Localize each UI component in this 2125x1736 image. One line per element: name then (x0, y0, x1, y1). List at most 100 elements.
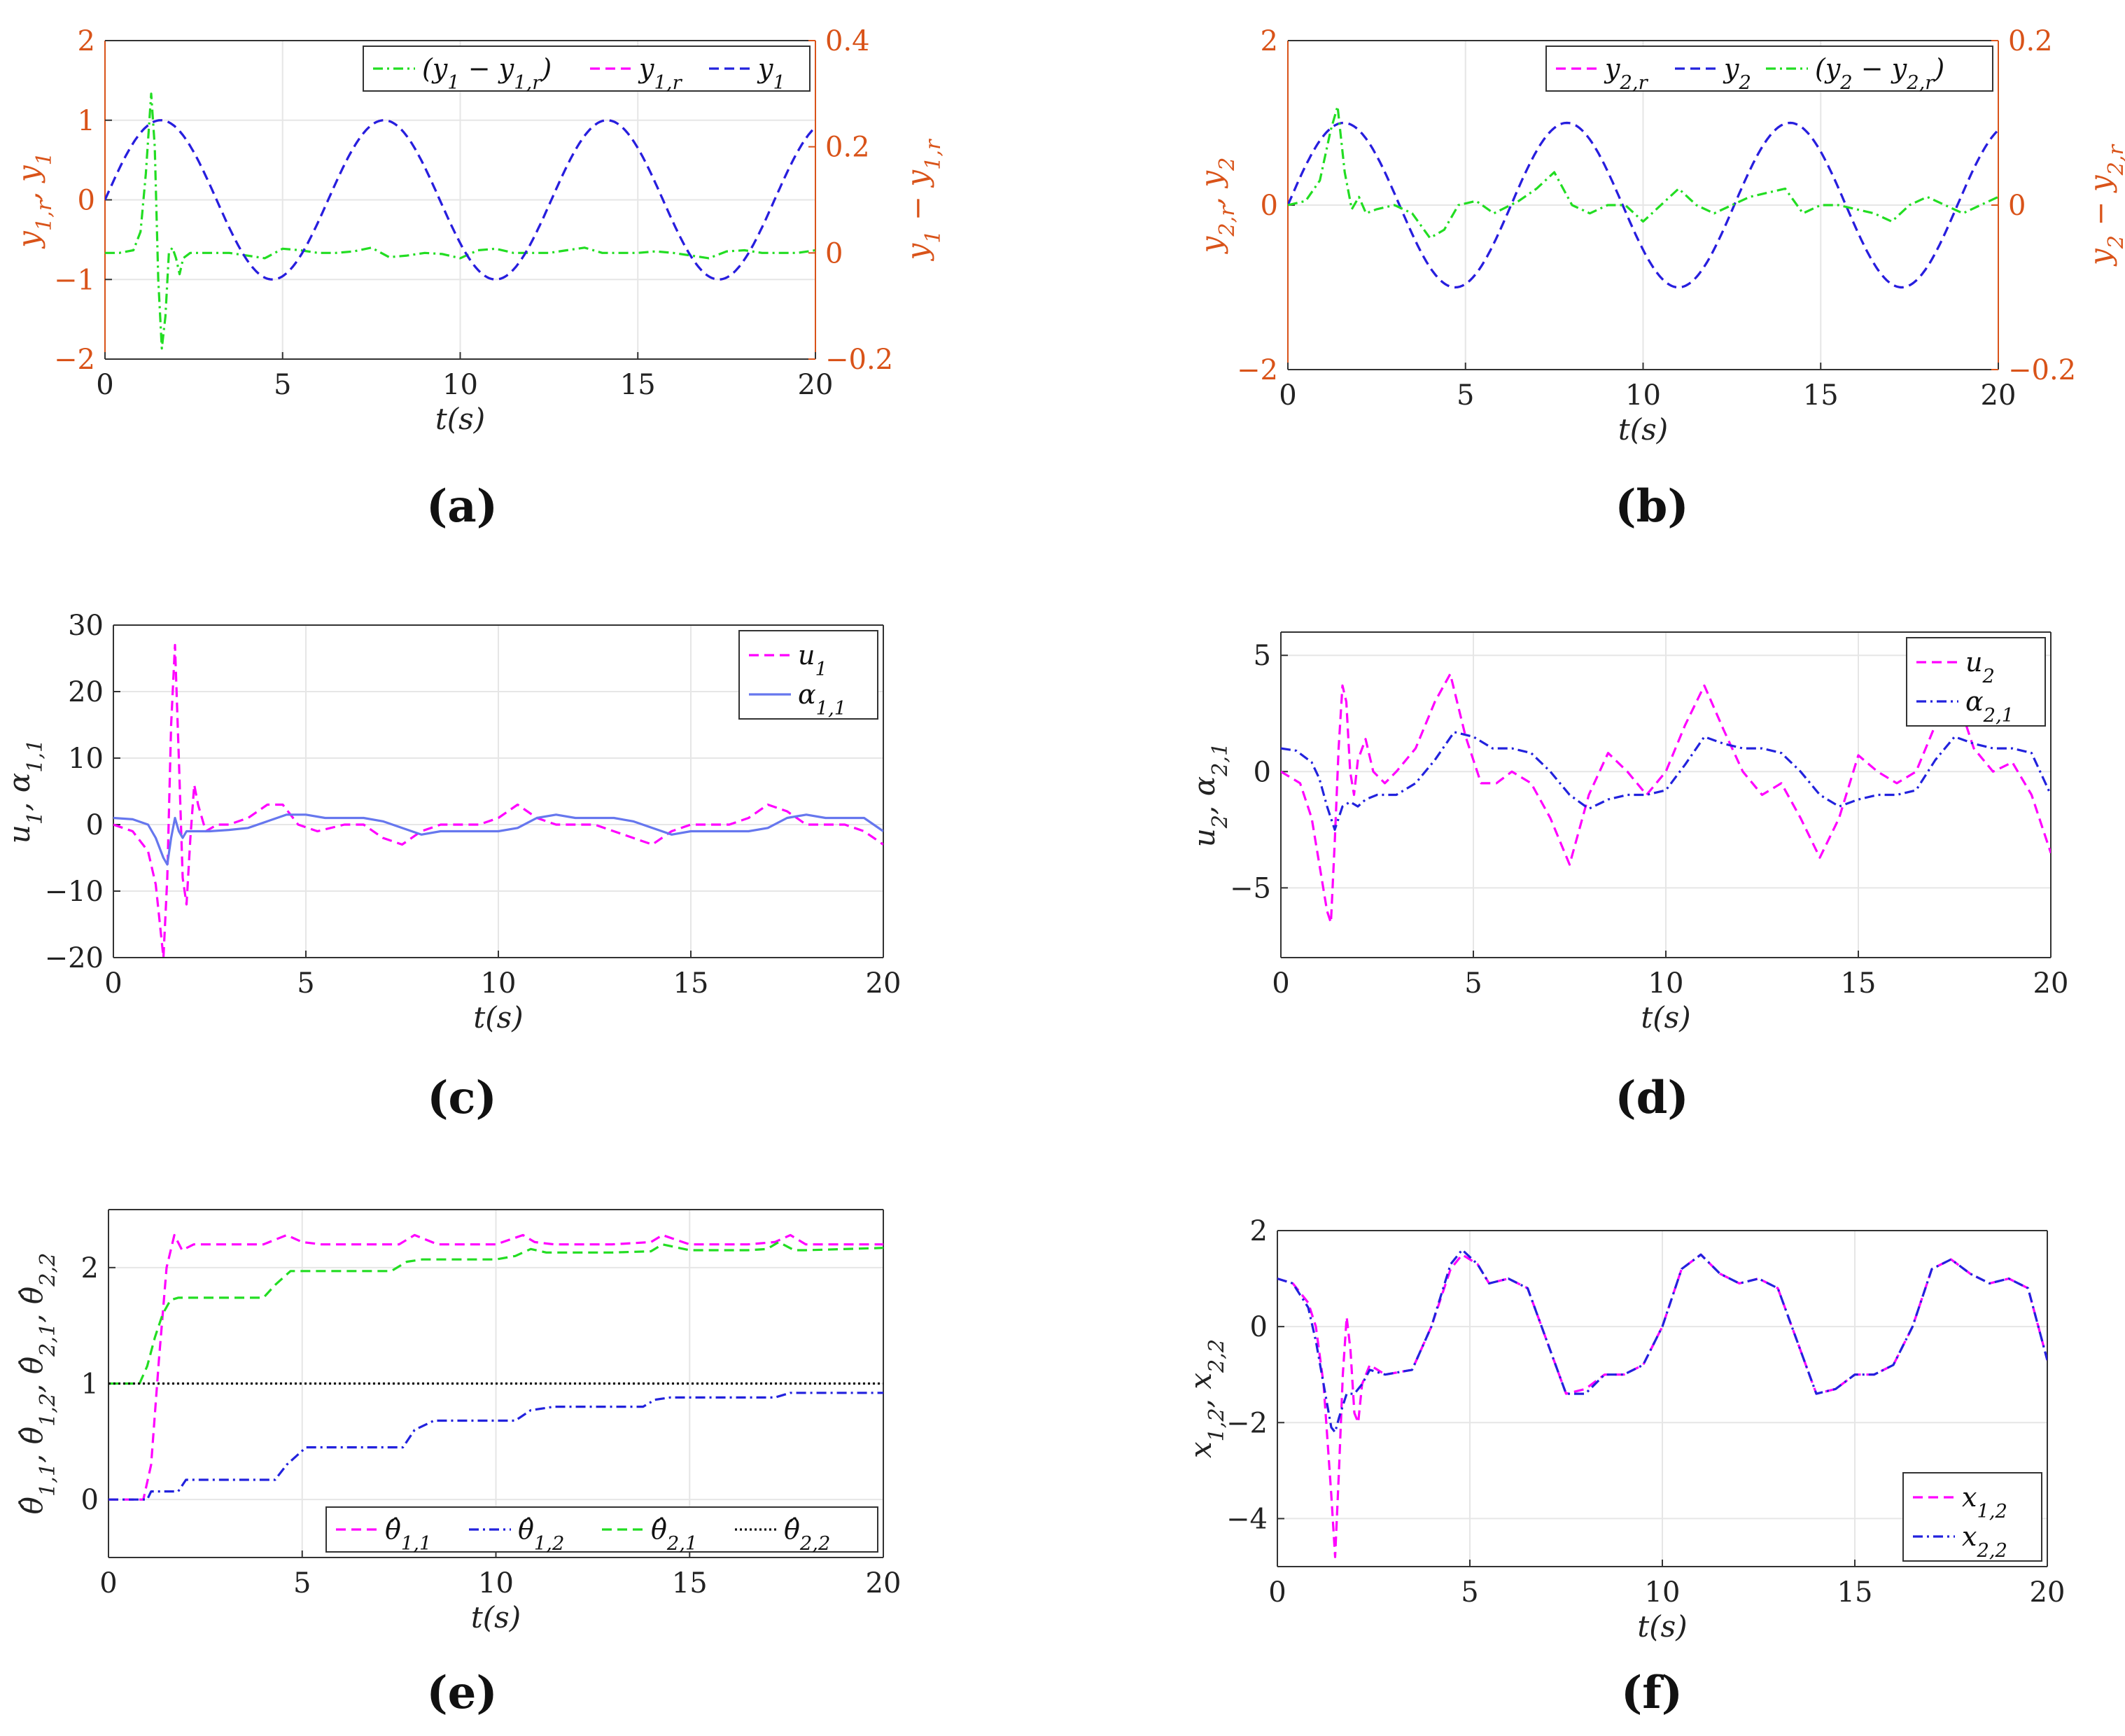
y-axis-label: u2, α2,1 (1187, 743, 1233, 847)
x-tick-label: 5 (274, 369, 291, 401)
legend-label: θ̂1,2 (518, 1514, 564, 1555)
x-tick-label: 20 (2030, 1576, 2066, 1609)
x-tick-label: 10 (478, 1567, 514, 1600)
x-tick-label: 10 (1648, 967, 1684, 1000)
legend-box (1902, 1472, 2042, 1562)
series-line-f-1 (1277, 1248, 2047, 1434)
legend-label: y1,r (638, 53, 683, 94)
x-tick-label: 15 (672, 1567, 708, 1600)
chart-panel-e: 0 5 10 15 20 0 1 2 t(s) θ̂1,1, θ̂1,2, θ̂2,1, θ̂2,… (15, 1209, 902, 1719)
x-tick-label: 0 (96, 369, 113, 401)
x-tick-label: 15 (1837, 1576, 1873, 1609)
y-tick-label: 5 (1254, 640, 1271, 672)
x-tick-label: 5 (293, 1567, 311, 1600)
x-tick-label: 0 (1279, 379, 1296, 412)
legend-label: θ̂2,2 (784, 1514, 830, 1555)
series-line-b-2 (1288, 105, 1998, 239)
legend: x1,2x2,2 (1902, 1472, 2042, 1562)
x-tick-label: 5 (1461, 1576, 1478, 1609)
y-right-tick-label: −0.2 (2008, 354, 2076, 386)
legend-label: α2,1 (1965, 686, 2014, 727)
plot-area (108, 1233, 883, 1501)
x-tick-label: 15 (1803, 379, 1839, 412)
x-tick-label: 20 (2033, 967, 2069, 1000)
y-tick-label: 2 (1261, 25, 1278, 57)
panel-caption: (f) (1621, 1667, 1683, 1719)
x-tick-label: 10 (1645, 1576, 1681, 1609)
x-tick-label: 5 (1457, 379, 1474, 412)
y-tick-label: 2 (81, 1252, 99, 1284)
y-tick-label: 0 (86, 809, 104, 841)
series-line-a-2 (105, 119, 815, 281)
y-tick-label: −2 (54, 344, 95, 376)
y-right-tick-label: −0.2 (825, 344, 893, 376)
y-tick-label: −10 (45, 876, 104, 908)
series-line-a-0 (105, 92, 815, 350)
y-tick-label: 10 (68, 743, 104, 775)
legend-label: y1 (757, 53, 785, 94)
series-line-c-1 (113, 813, 883, 866)
chart-panel-c: 0 5 10 15 20 −20 −10 0 10 20 30 t(s) u1, α1,1 (c) u1α1… (2, 610, 901, 1124)
chart-panel-f: 0 5 10 15 20 −4 −2 0 2 t(s) x1,2, x2,2 (f) x1,2x2,2 (1184, 1215, 2065, 1719)
panel-caption: (d) (1615, 1072, 1688, 1124)
y-tick-label: −1 (54, 264, 95, 296)
panel-caption: (b) (1615, 480, 1688, 533)
legend: (y1 − y1,r) y1,r y1 (363, 46, 811, 94)
x-axis-label: t(s) (1641, 1000, 1690, 1035)
series-line-e-1 (108, 1392, 883, 1501)
y-tick-label: −5 (1230, 872, 1271, 904)
legend-label: θ̂2,1 (651, 1514, 697, 1555)
chart-panel-a: 0 5 10 15 20 −2 −1 0 1 2 −0.2 0 0.2 0.4 t(s) y1,r, y1 y1… (11, 25, 946, 533)
x-axis-label: t(s) (473, 1000, 523, 1035)
series-line-f-0 (1277, 1253, 2047, 1558)
y-tick-label: 0 (78, 185, 95, 217)
x-axis-label: t(s) (435, 402, 485, 436)
x-tick-label: 15 (620, 369, 656, 401)
y-axis-label: y2,r, y2 (1194, 158, 1240, 255)
legend-label: (y1 − y1,r) (422, 53, 552, 94)
series-line-e-2 (108, 1240, 883, 1385)
x-tick-label: 5 (297, 967, 314, 1000)
x-tick-label: 0 (99, 1567, 117, 1600)
y-tick-label: 1 (81, 1368, 99, 1401)
x-tick-label: 10 (442, 369, 478, 401)
series-line-e-0 (108, 1233, 883, 1501)
x-tick-label: 0 (1268, 1576, 1286, 1609)
x-tick-label: 20 (866, 967, 902, 1000)
y-tick-label: 2 (1250, 1215, 1268, 1247)
y-right-tick-label: 0 (2008, 190, 2026, 222)
x-tick-label: 10 (1625, 379, 1661, 412)
x-tick-label: 10 (481, 967, 517, 1000)
y-axis-label: θ̂1,1, θ̂1,2, θ̂2,1, θ̂2,2 (15, 1253, 60, 1515)
y-axis-label: u1, α1,1 (2, 739, 48, 844)
y-tick-label: −20 (45, 942, 104, 974)
plot-area (1288, 105, 1998, 289)
y-right-tick-label: 0 (825, 237, 843, 270)
legend-label: u1 (798, 640, 827, 680)
legend-label: x1,2 (1962, 1482, 2007, 1522)
y-tick-label: 0 (1254, 756, 1271, 788)
y-axis-label: y1,r, y1 (11, 152, 57, 249)
x-tick-label: 0 (1272, 967, 1289, 1000)
x-axis-label: t(s) (1618, 412, 1668, 447)
legend-label: y2,r (1604, 53, 1649, 94)
series-line-d-0 (1281, 673, 2051, 924)
y-right-tick-label: 0.2 (2008, 25, 2053, 57)
legend-label: x2,2 (1962, 1521, 2007, 1562)
y-tick-label: 2 (78, 25, 95, 57)
x-tick-label: 20 (866, 1567, 902, 1600)
legend-box (738, 630, 878, 720)
legend-box (363, 46, 811, 92)
legend: y2,r y2 (y2 − y2,r) (1545, 46, 1993, 94)
series-line-b-1 (1288, 121, 1998, 289)
y-axis-label: x1,2, x2,2 (1184, 1339, 1229, 1458)
legend-label: (y2 − y2,r) (1815, 53, 1944, 94)
y-tick-label: −4 (1226, 1503, 1268, 1535)
panel-caption: (a) (426, 480, 498, 533)
legend-label: α1,1 (798, 679, 846, 720)
